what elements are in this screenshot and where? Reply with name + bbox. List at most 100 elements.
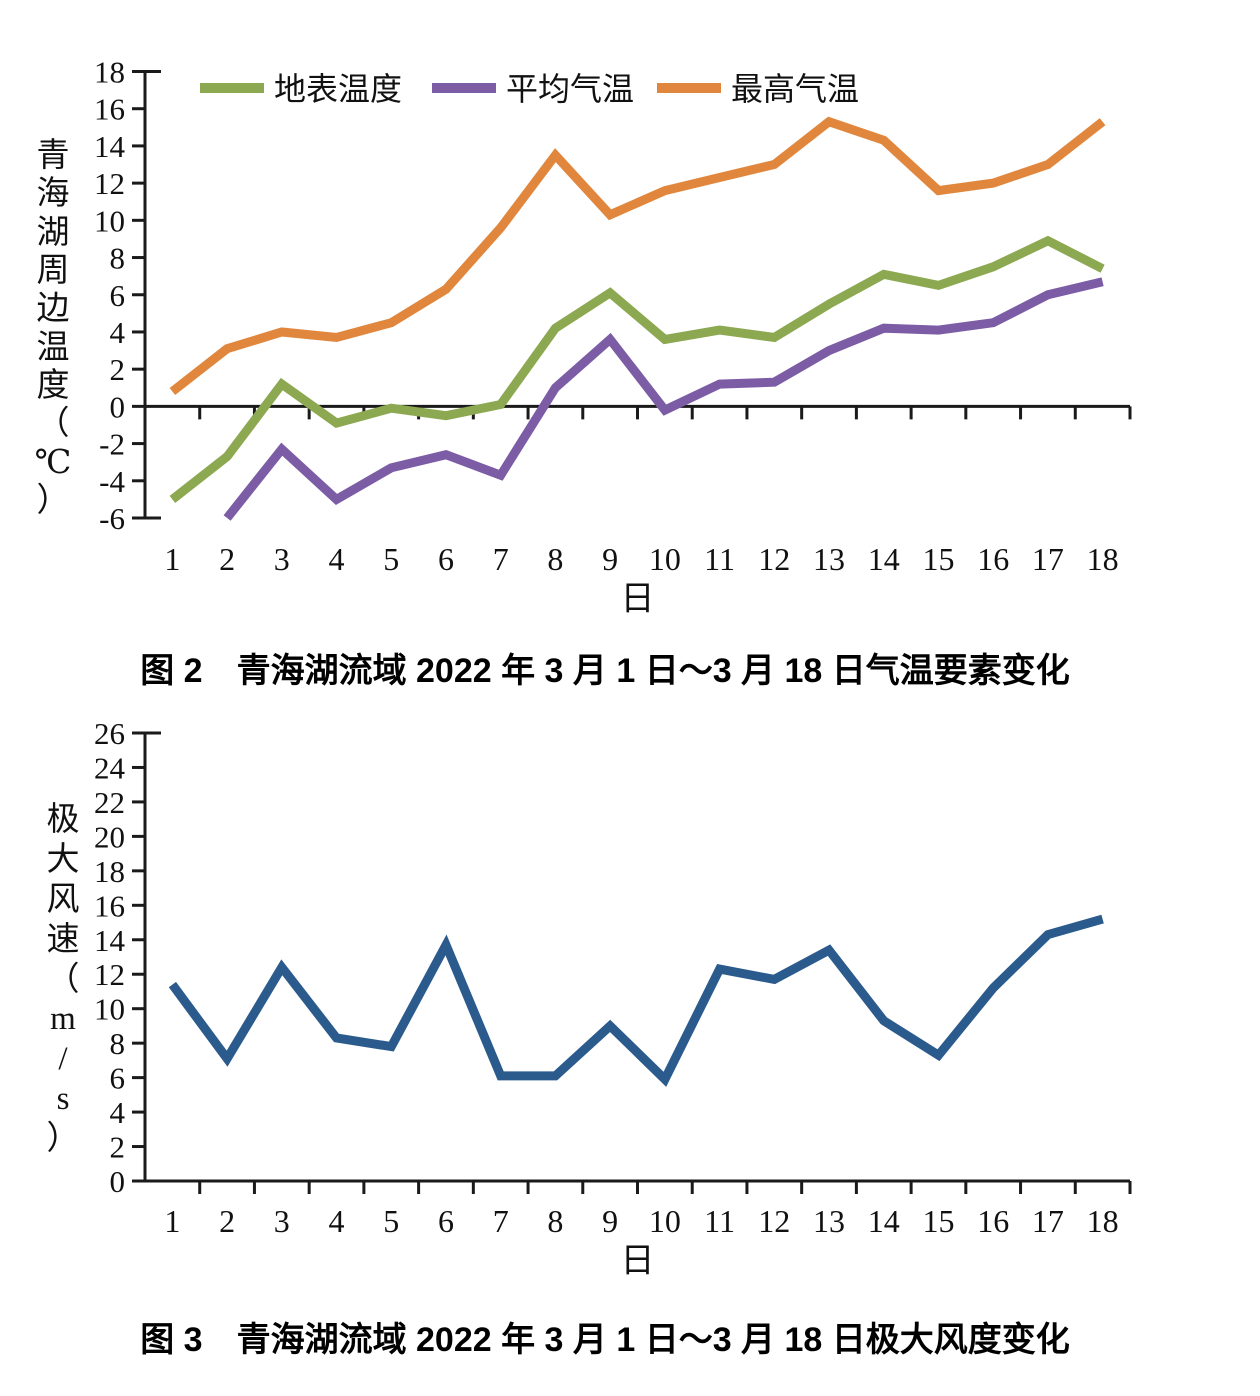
- y-axis-title-char: ℃: [34, 444, 72, 481]
- y-tick-label: 8: [110, 1026, 126, 1061]
- y-tick-label: 14: [94, 923, 126, 958]
- x-tick-label: 11: [704, 1203, 735, 1239]
- y-tick-label: 26: [94, 716, 125, 751]
- figure3-caption: 图 3 青海湖流域 2022 年 3 月 1 日～3 月 18 日极大风度变化: [140, 1321, 1070, 1359]
- y-axis-title-char: 极: [46, 802, 80, 838]
- x-tick-label: 15: [922, 1203, 954, 1239]
- y-tick-label: 2: [110, 352, 126, 387]
- y-axis-title-char: 度: [36, 367, 70, 404]
- x-tick-label: 9: [602, 1203, 618, 1239]
- y-tick-label: 6: [110, 278, 126, 313]
- y-tick-label: 2: [110, 1130, 126, 1165]
- x-tick-label: 5: [383, 541, 399, 577]
- y-tick-label: -4: [99, 464, 125, 499]
- x-tick-label: 5: [383, 1203, 399, 1239]
- x-tick-label: 3: [274, 541, 290, 577]
- legend-label: 最高气温: [731, 71, 859, 107]
- x-tick-label: 1: [164, 541, 180, 577]
- x-tick-label: 3: [274, 1203, 290, 1239]
- y-axis-title-char: 温: [36, 329, 70, 366]
- x-tick-label: 12: [758, 1203, 790, 1239]
- y-axis-title-char: 海: [36, 176, 70, 213]
- x-tick-label: 9: [602, 541, 618, 577]
- y-tick-label: 22: [94, 785, 125, 820]
- y-axis-title-char: （: [36, 406, 70, 443]
- y-tick-label: 20: [94, 819, 125, 854]
- y-tick-label: 4: [110, 315, 126, 350]
- x-axis-title: 日: [621, 1243, 655, 1280]
- y-tick-label: 0: [110, 1164, 126, 1199]
- x-tick-label: 10: [649, 1203, 681, 1239]
- legend-label: 地表温度: [274, 71, 402, 107]
- y-tick-label: 12: [94, 166, 125, 201]
- y-tick-label: 12: [94, 957, 125, 992]
- x-tick-label: 17: [1032, 541, 1064, 577]
- y-tick-label: 6: [110, 1061, 126, 1096]
- x-tick-label: 17: [1032, 1203, 1064, 1239]
- x-tick-label: 11: [704, 541, 735, 577]
- x-tick-label: 10: [649, 541, 681, 577]
- x-tick-label: 6: [438, 1203, 454, 1239]
- x-tick-label: 14: [868, 1203, 900, 1239]
- y-axis-title-char: 速: [46, 921, 80, 958]
- x-tick-label: 6: [438, 541, 454, 577]
- y-tick-label: -2: [99, 427, 125, 462]
- x-tick-label: 13: [813, 541, 845, 577]
- temperature-y-axis-title: 青海湖周边温度（℃）: [30, 140, 76, 518]
- y-tick-label: 8: [110, 241, 126, 276]
- wind-speed-y-axis-title: 极大风速（m / s）: [40, 804, 86, 1156]
- x-axis-title: 日: [621, 581, 655, 618]
- y-axis-title-char: 湖: [36, 214, 70, 251]
- x-tick-label: 2: [219, 541, 235, 577]
- x-tick-label: 8: [547, 541, 563, 577]
- y-axis-title-char: m: [50, 1001, 76, 1038]
- y-axis-title-char: 风: [46, 881, 80, 918]
- x-tick-label: 12: [758, 541, 790, 577]
- y-tick-label: 14: [94, 129, 126, 164]
- x-tick-label: 14: [868, 541, 900, 577]
- x-tick-label: 16: [977, 1203, 1009, 1239]
- y-axis-title-char: ）: [36, 482, 70, 519]
- x-tick-label: 13: [813, 1203, 845, 1239]
- x-tick-label: 8: [547, 1203, 563, 1239]
- y-axis-title-char: ）: [46, 1121, 80, 1157]
- y-axis-title-char: 大: [46, 841, 80, 878]
- x-tick-label: 7: [493, 541, 509, 577]
- y-tick-label: 16: [94, 92, 125, 127]
- y-tick-label: 18: [94, 854, 125, 889]
- x-tick-label: 18: [1087, 541, 1119, 577]
- y-tick-label: 0: [110, 389, 126, 424]
- y-tick-label: 18: [94, 55, 125, 90]
- y-axis-title-char: 青: [36, 138, 70, 174]
- x-tick-label: 15: [922, 541, 954, 577]
- series-line-平均气温: [223, 277, 1104, 521]
- x-tick-label: 2: [219, 1203, 235, 1239]
- series-line-最高气温: [169, 116, 1106, 396]
- figure2-caption: 图 2 青海湖流域 2022 年 3 月 1 日～3 月 18 日气温要素变化: [140, 652, 1070, 690]
- x-tick-label: 18: [1087, 1203, 1119, 1239]
- legend-label: 平均气温: [506, 71, 634, 107]
- y-tick-label: 16: [94, 888, 125, 923]
- series-line-地表温度: [169, 235, 1105, 503]
- x-tick-label: 16: [977, 541, 1009, 577]
- y-tick-label: 10: [94, 203, 125, 238]
- x-tick-label: 7: [493, 1203, 509, 1239]
- y-tick-label: 4: [110, 1095, 126, 1130]
- series-line-极大风速: [168, 914, 1104, 1087]
- y-tick-label: 24: [94, 750, 126, 785]
- y-axis-title-char: /: [58, 1041, 68, 1078]
- y-axis-title-char: 周: [36, 252, 70, 289]
- x-tick-label: 1: [164, 1203, 180, 1239]
- x-tick-label: 4: [329, 1203, 345, 1239]
- y-axis-title-char: s: [56, 1081, 70, 1118]
- x-tick-label: 4: [329, 541, 345, 577]
- y-tick-label: -6: [99, 501, 125, 536]
- y-axis-title-char: （: [46, 961, 80, 998]
- y-axis-title-char: 边: [36, 291, 70, 328]
- y-tick-label: 10: [94, 992, 125, 1027]
